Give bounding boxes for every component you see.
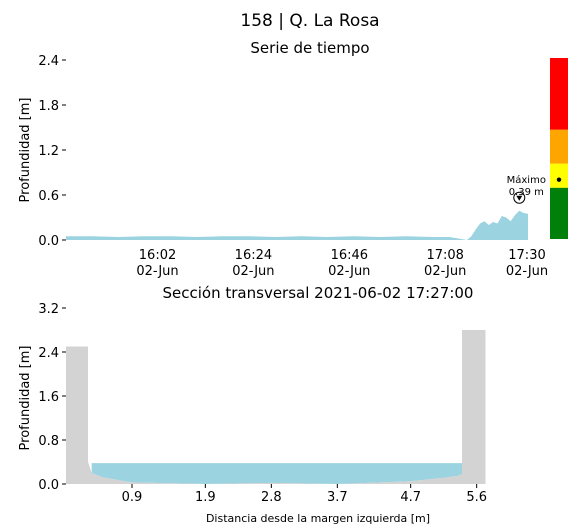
time-series-xtick-label: 16:46 xyxy=(331,248,368,263)
time-series-xtick-label: 16:24 xyxy=(235,248,272,263)
time-series-area xyxy=(66,210,528,240)
cross-section-ytick-label: 3.2 xyxy=(38,302,59,317)
ground-area xyxy=(66,330,486,484)
cross-section-xtick-label: 5.6 xyxy=(466,490,487,505)
cross-section-title: Sección transversal 2021-06-02 17:27:00 xyxy=(163,284,474,302)
cross-section-plot xyxy=(66,330,486,484)
cross-section-panel: Sección transversal 2021-06-02 17:27:00 … xyxy=(18,284,487,525)
time-series-ytick-label: 0.6 xyxy=(38,189,59,204)
cross-section-xtick-label: 2.8 xyxy=(261,490,282,505)
alert-level-gauge xyxy=(550,58,568,239)
cross-section-xtick-label: 0.9 xyxy=(122,490,143,505)
gauge-segment xyxy=(550,187,568,239)
time-series-title: Serie de tiempo xyxy=(250,39,369,57)
gauge-current-dot xyxy=(556,177,562,182)
time-series-xtick-date: 02-Jun xyxy=(424,264,466,279)
time-series-xtick-date: 02-Jun xyxy=(328,264,370,279)
max-annotation: Máximo 0.39 m xyxy=(507,174,546,204)
cross-section-ytick-label: 0.8 xyxy=(38,434,59,449)
time-series-ytick-label: 0.0 xyxy=(38,234,59,249)
cross-section-ytick-label: 0.0 xyxy=(38,478,59,493)
figure-title: 158 | Q. La Rosa xyxy=(240,11,379,31)
time-series-ytick-label: 1.2 xyxy=(38,144,59,159)
time-series-ticks: 0.00.61.21.82.416:0202-Jun16:2402-Jun16:… xyxy=(38,54,548,279)
gauge-segment xyxy=(550,58,568,130)
time-series-ytick-label: 2.4 xyxy=(38,54,59,69)
max-marker-icon xyxy=(513,191,526,204)
cross-section-ytick-label: 1.6 xyxy=(38,390,59,405)
time-series-xtick-label: 17:08 xyxy=(426,248,463,263)
time-series-xtick-label: 16:02 xyxy=(139,248,176,263)
time-series-xtick-date: 02-Jun xyxy=(232,264,274,279)
cross-section-xtick-label: 1.9 xyxy=(195,490,216,505)
max-marker-arrow xyxy=(516,195,523,201)
time-series-xtick-date: 02-Jun xyxy=(506,264,548,279)
time-series-xtick-label: 17:30 xyxy=(508,248,545,263)
gauge-segment xyxy=(550,129,568,164)
time-series-ytick-label: 1.8 xyxy=(38,99,59,114)
gauge-segment xyxy=(550,163,568,188)
max-annotation-label: Máximo xyxy=(507,174,546,186)
cross-section-xtick-label: 4.7 xyxy=(400,490,421,505)
cross-section-ylabel: Profundidad [m] xyxy=(18,346,33,451)
cross-section-ticks: 0.0 0.8 1.6 2.4 3.2 0.9 1.9 2.8 3.7 4.7 5.6 xyxy=(38,302,487,505)
cross-section-xtick-label: 3.7 xyxy=(327,490,348,505)
water-area xyxy=(91,463,463,484)
depth-area xyxy=(66,210,528,240)
time-series-panel: Serie de tiempo Profundidad [m] 0.0 0.6 1.… xyxy=(18,39,568,279)
cross-section-ytick-label: 2.4 xyxy=(38,346,59,361)
time-series-xtick-date: 02-Jun xyxy=(136,264,178,279)
max-annotation-value: 0.39 m xyxy=(509,187,544,198)
cross-section-xlabel: Distancia desde la margen izquierda [m] xyxy=(206,512,430,525)
time-series-ylabel: Profundidad [m] xyxy=(18,98,33,203)
